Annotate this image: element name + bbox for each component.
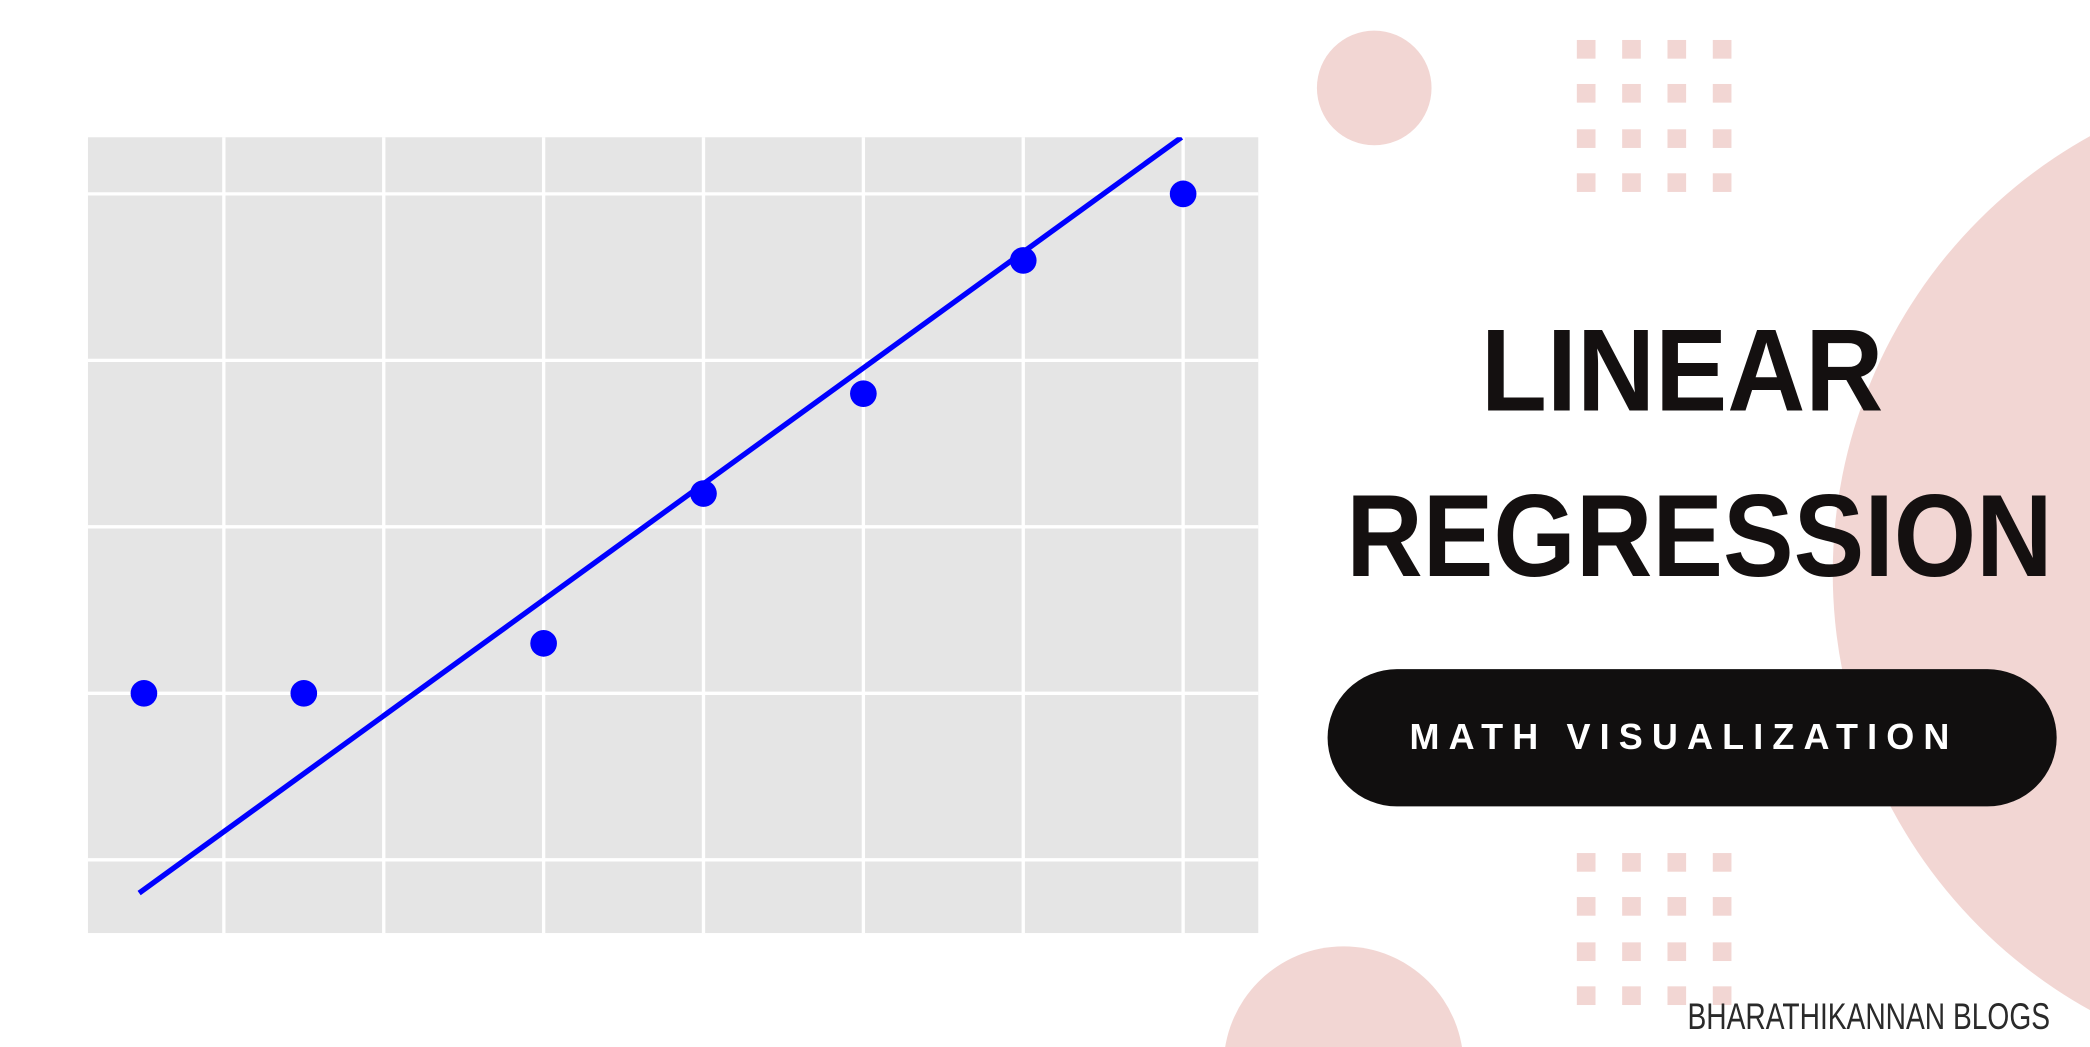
title-line: REGRESSION xyxy=(1346,470,2052,601)
dot xyxy=(1576,129,1596,148)
dot xyxy=(1712,39,1732,59)
point xyxy=(130,679,158,707)
dot xyxy=(1622,39,1641,59)
dot xyxy=(1667,83,1687,103)
dot xyxy=(1667,173,1687,192)
point xyxy=(290,679,318,707)
badge xyxy=(1327,669,2057,807)
dot xyxy=(1622,83,1641,103)
dot xyxy=(1576,853,1596,872)
dot xyxy=(1622,942,1641,962)
bottom-circle xyxy=(1225,946,1462,1047)
point xyxy=(1169,180,1197,208)
title-line: LINEAR xyxy=(1481,305,1884,436)
point xyxy=(850,380,877,407)
dot xyxy=(1576,897,1596,916)
plot-area xyxy=(87,137,1259,934)
dot xyxy=(1622,173,1641,192)
credit: BHARATHIKANNAN BLOGS xyxy=(1687,995,2050,1037)
dot xyxy=(1667,39,1687,59)
dot xyxy=(1622,129,1641,148)
dot xyxy=(1712,897,1732,916)
dot xyxy=(1712,942,1732,962)
dot xyxy=(1712,129,1732,148)
dot xyxy=(1576,942,1596,962)
dot xyxy=(1576,83,1596,103)
dot xyxy=(1622,853,1641,872)
dot xyxy=(1622,897,1641,916)
dot xyxy=(1667,897,1687,916)
dot xyxy=(1712,853,1732,872)
dot xyxy=(1667,129,1687,148)
dot xyxy=(1712,173,1732,192)
dot xyxy=(1667,942,1687,962)
regression-line xyxy=(137,137,1184,896)
dot xyxy=(1576,986,1596,1006)
dot xyxy=(1576,39,1596,59)
dot xyxy=(1667,853,1687,872)
point xyxy=(690,480,717,507)
dot xyxy=(1622,986,1641,1006)
dot-grid xyxy=(1576,39,1732,1006)
point xyxy=(530,630,557,657)
small-circle xyxy=(1316,30,1432,146)
dot xyxy=(1712,83,1732,103)
dot xyxy=(1667,986,1687,1006)
point xyxy=(1009,247,1037,274)
chart xyxy=(87,137,1259,934)
dot xyxy=(1576,173,1596,192)
dot xyxy=(1712,986,1732,1006)
